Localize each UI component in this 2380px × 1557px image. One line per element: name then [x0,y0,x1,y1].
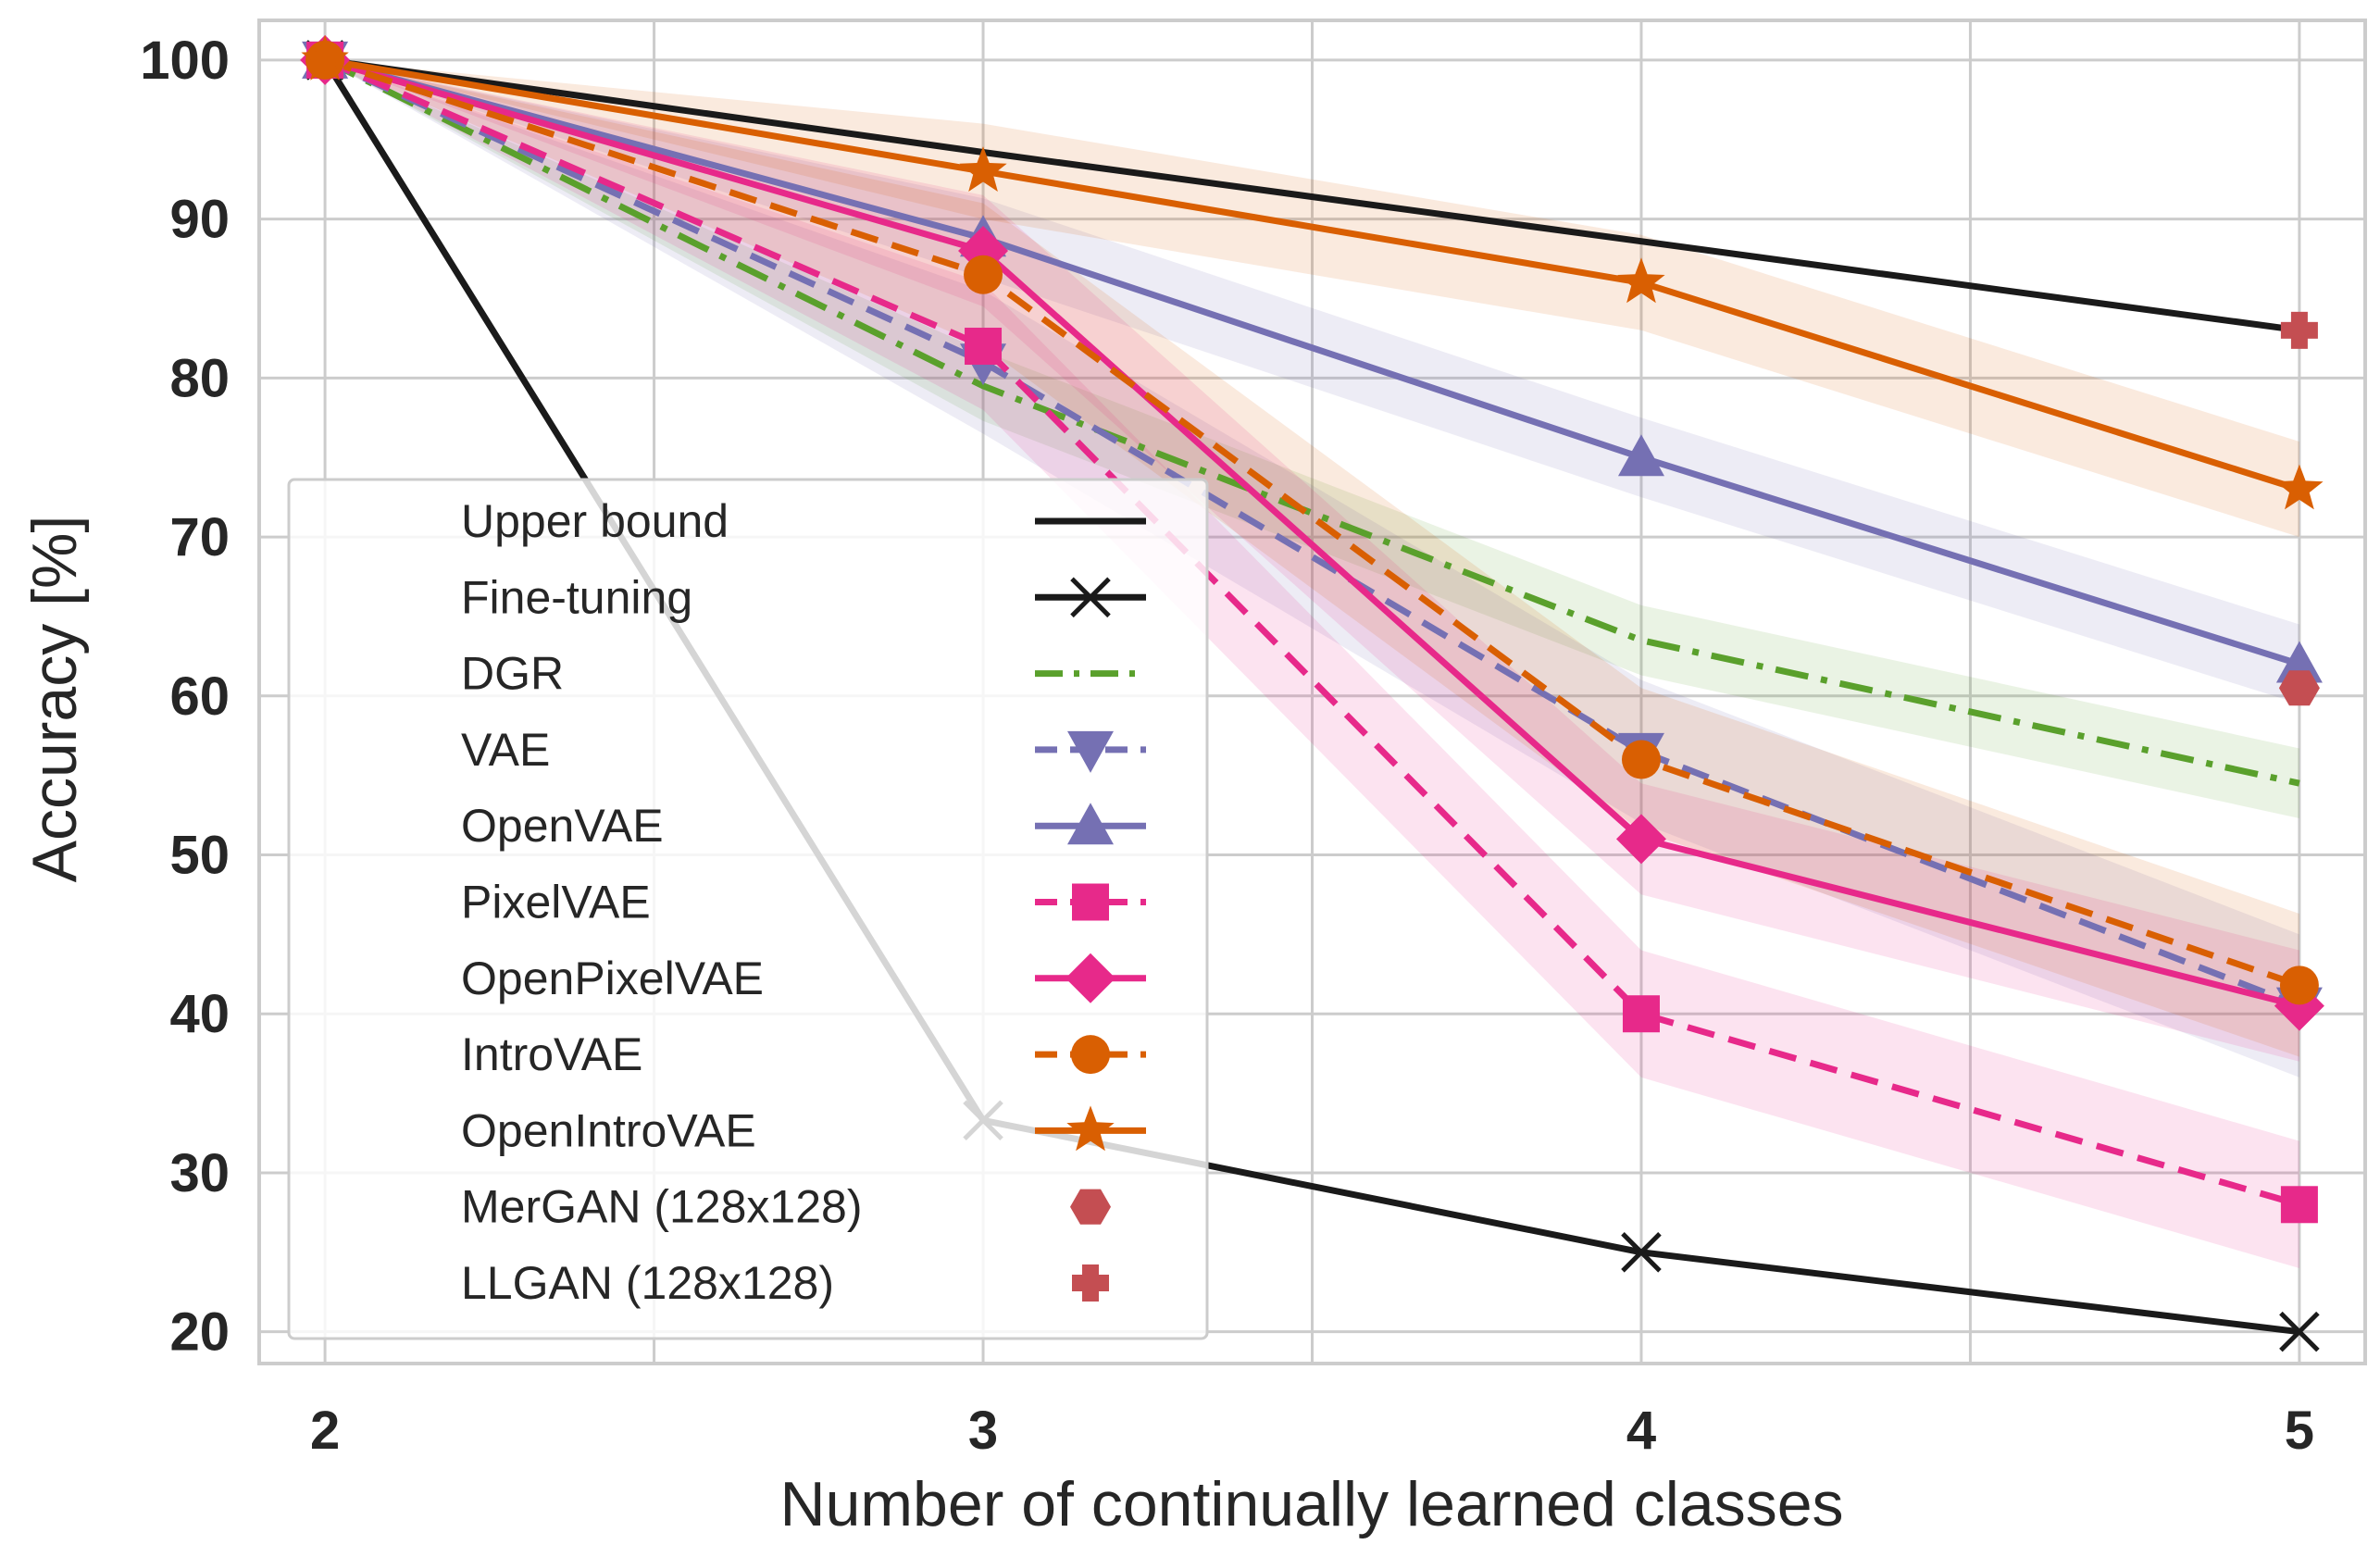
legend-marker-llgan-128x128 [1072,1264,1109,1302]
openpixelvae-marker [1615,814,1666,865]
fine-tuning-marker [1621,1232,1662,1273]
legend-label-introvae: IntroVAE [461,1028,642,1080]
x-tick-label: 4 [1626,1401,1656,1461]
legend-label-upper-bound: Upper bound [461,495,729,547]
introvae-line [324,56,2301,989]
legend-marker-introvae [1071,1035,1110,1075]
legend-label-openvae: OpenVAE [461,800,664,852]
legend-label-pixelvae: PixelVAE [461,877,651,928]
y-tick-labels: 20 30 40 50 60 70 80 90 100 [140,31,230,1363]
openvae-line [324,56,2300,667]
dgr-line [323,56,2300,787]
x-tick-label: 2 [310,1401,340,1461]
openpixelvae-line [324,56,2300,1009]
openintrovae-marker [2275,464,2324,510]
legend-marker-fine-tuning [1070,577,1111,618]
legend-marker-vae [1067,730,1114,773]
series-markers [300,34,2324,1352]
openpixelvae-band [325,59,2299,1062]
legend-label-openintrovae: OpenIntroVAE [461,1104,756,1156]
legend-label-openpixelvae: OpenPixelVAE [461,953,764,1004]
legend-label-fine-tuning: Fine-tuning [461,571,692,623]
y-tick-label: 20 [169,1302,230,1363]
fine-tuning-marker [2279,1311,2320,1352]
legend-label-vae: VAE [461,724,550,776]
y-tick-label: 50 [169,826,230,886]
y-axis-label: Accuracy [%] [19,516,90,883]
pixelvae-marker [2280,1186,2318,1224]
x-tick-label: 3 [968,1401,998,1461]
introvae-marker [964,255,1003,294]
series-lines [322,56,2301,1336]
vae-band [325,59,2299,1077]
mergan-128x128-marker [2278,670,2320,706]
openintrovae-marker [301,34,349,81]
llgan-128x128-marker [2280,311,2318,349]
legend-marker-mergan-128x128 [1070,1189,1111,1225]
x-tick-labels: 2 3 4 5 [310,1401,2314,1461]
y-tick-label: 100 [140,31,230,91]
legend: Upper bound Fine-tuning DGR VAE OpenVAE Pixel… [287,478,1209,1340]
introvae-marker [1621,740,1661,779]
openintrovae-marker [959,146,1007,192]
upper-bound-line [324,56,2300,334]
y-tick-label: 90 [169,190,230,250]
pixelvae-line [323,56,2300,1208]
legend-label-llgan-128x128: LLGAN (128x128) [461,1257,834,1309]
legend-marker-openpixelvae [1065,953,1115,1003]
openintrovae-marker [1617,257,1665,304]
legend-marker-openvae [1067,803,1114,845]
legend-box [287,478,1209,1340]
y-tick-label: 30 [169,1143,230,1203]
pixelvae-marker [1622,995,1660,1033]
pixelvae-band [325,59,2299,1268]
plot-frame [257,19,2367,1365]
legend-marker-pixelvae [1072,883,1109,921]
x-tick-label: 5 [2285,1401,2314,1461]
pixelvae-marker [965,328,1003,366]
openintrovae-line [324,56,2300,492]
legend-label-dgr: DGR [461,648,564,700]
x-axis-label: Number of continually learned classes [779,1469,1843,1539]
y-tick-label: 70 [169,507,230,567]
introvae-marker [2279,965,2319,1005]
y-tick-label: 60 [169,666,230,727]
vae-line [323,56,2301,1009]
plot-border [257,19,2367,1365]
openvae-marker [2275,641,2323,683]
openvae-marker [1617,434,1664,477]
legend-label-mergan-128x128: MerGAN (128x128) [461,1181,863,1233]
legend-marker-openintrovae [1066,1105,1115,1152]
y-tick-label: 80 [169,348,230,408]
y-tick-label: 40 [169,984,230,1044]
